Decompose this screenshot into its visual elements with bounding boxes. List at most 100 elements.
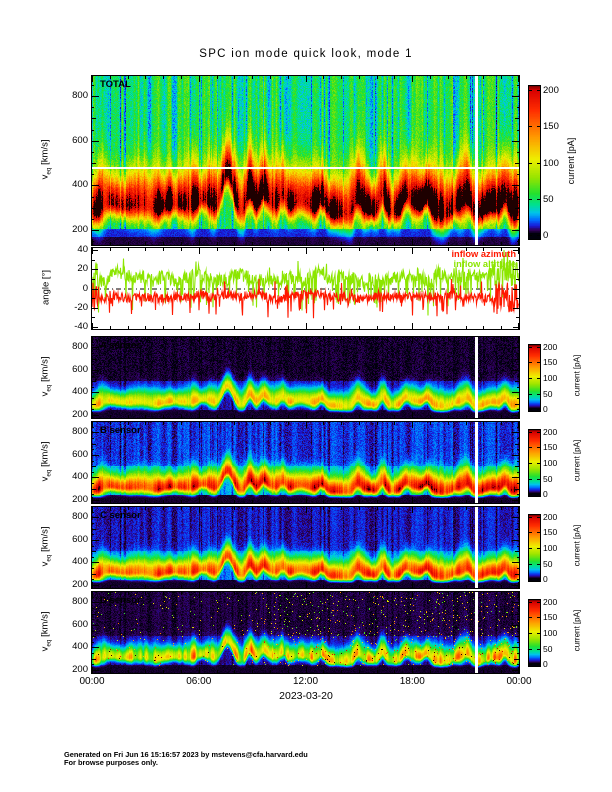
y-tick-label: 200 (72, 493, 88, 505)
x-tick (377, 507, 378, 510)
x-tick (145, 415, 146, 418)
y-tick (517, 557, 519, 558)
x-tick (306, 507, 307, 513)
y-tick (92, 197, 94, 198)
colorbar-tick (537, 163, 540, 164)
colorbar-tick (529, 163, 532, 164)
footer-generated-line: Generated on Fri Jun 16 15:16:57 2023 by… (64, 750, 308, 759)
x-tick (341, 500, 342, 503)
footer-browse-line: For browse purposes only. (64, 758, 158, 768)
y-tick (517, 653, 519, 654)
y-tick (512, 185, 519, 186)
total-label: TOTAL (100, 79, 131, 90)
y-tick-label: 200 (72, 578, 88, 590)
x-tick (394, 670, 395, 673)
x-tick (394, 592, 395, 595)
x-tick (163, 670, 164, 673)
x-tick (234, 326, 235, 329)
x-tick (234, 592, 235, 595)
x-tick (501, 670, 502, 673)
colorbar-tick (529, 199, 532, 200)
x-tick (145, 422, 146, 425)
y-tick (92, 219, 94, 220)
x-tick (252, 500, 253, 503)
x-tick (359, 670, 360, 673)
y-tick (92, 562, 99, 563)
colorbar-tick (537, 126, 540, 127)
y-tick (515, 118, 519, 119)
colorbar-tick (529, 564, 532, 565)
colorbar-tick-label: 0 (543, 230, 549, 241)
y-tick (515, 404, 519, 405)
x-tick (110, 585, 111, 588)
x-tick (306, 239, 307, 245)
x-tick (483, 415, 484, 418)
x-tick (412, 592, 413, 598)
x-tick (252, 415, 253, 418)
x-tick-label: 12:00 (292, 676, 319, 687)
x-tick (359, 248, 360, 251)
x-tick (323, 326, 324, 329)
y-tick (92, 625, 99, 626)
x-tick (377, 248, 378, 251)
x-tick (394, 422, 395, 425)
x-tick (145, 248, 146, 251)
x-tick (288, 592, 289, 595)
x-tick (163, 326, 164, 329)
x-tick (518, 239, 519, 245)
x-tick (217, 507, 218, 510)
x-tick (199, 497, 200, 503)
y-tick (92, 370, 99, 371)
colorbar-tick-label: 0 (543, 574, 548, 584)
x-tick (430, 422, 431, 425)
x-tick (518, 76, 519, 82)
x-tick (518, 592, 519, 598)
colorbar-tick (537, 579, 540, 580)
y-tick (515, 636, 519, 637)
x-tick (466, 242, 467, 245)
x-tick (288, 507, 289, 510)
sensor_d-colorbar-canvas (529, 600, 540, 666)
x-tick (412, 582, 413, 588)
y-tick (92, 107, 94, 108)
x-tick (306, 76, 307, 82)
x-tick (483, 585, 484, 588)
colorbar-tick (529, 633, 532, 634)
x-tick (92, 507, 93, 513)
colorbar-tick (529, 532, 532, 533)
y-tick (517, 387, 519, 388)
y-tick (517, 438, 519, 439)
y-tick (512, 585, 519, 586)
colorbar-tick-label: 100 (543, 628, 558, 638)
x-tick (430, 585, 431, 588)
y-tick (515, 489, 519, 490)
x-tick (181, 415, 182, 418)
x-tick (448, 337, 449, 340)
colorbar-tick (529, 579, 532, 580)
x-tick (288, 337, 289, 340)
x-tick (466, 422, 467, 425)
x-tick (359, 337, 360, 340)
colorbar-tick (537, 517, 540, 518)
sensor_d-colorbar (528, 599, 541, 667)
y-tick (92, 444, 96, 445)
x-tick (359, 326, 360, 329)
y-tick-label: 800 (72, 511, 88, 523)
y-tick (92, 387, 94, 388)
x-tick (359, 585, 360, 588)
x-tick (306, 422, 307, 428)
colorbar-tick-label: 50 (543, 194, 554, 205)
total-colorbar-label: current [pA] (566, 137, 576, 184)
y-tick (92, 130, 94, 131)
y-tick (515, 529, 519, 530)
colorbar-tick-label: 150 (543, 121, 559, 132)
x-tick (306, 667, 307, 673)
x-tick (110, 500, 111, 503)
x-tick (306, 412, 307, 418)
y-tick (92, 574, 96, 575)
x-tick (110, 248, 111, 251)
x-tick-label: 18:00 (399, 676, 425, 687)
x-tick (448, 585, 449, 588)
x-tick (288, 415, 289, 418)
